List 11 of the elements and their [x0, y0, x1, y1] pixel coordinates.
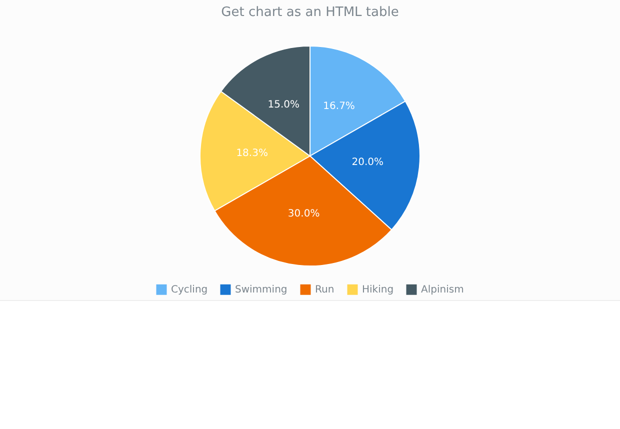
chart-title: Get chart as an HTML table — [221, 5, 399, 20]
legend-label: Alpinism — [421, 284, 464, 296]
data-label: 30.0% — [288, 208, 320, 220]
legend-label: Cycling — [171, 284, 208, 296]
legend-label: Run — [315, 284, 334, 296]
legend-label: Hiking — [362, 284, 394, 296]
legend-label: Swimming — [235, 284, 288, 296]
data-label: 18.3% — [236, 148, 268, 159]
data-label: 15.0% — [268, 99, 300, 110]
data-label: 16.7% — [323, 100, 355, 112]
data-label: 20.0% — [352, 157, 384, 168]
